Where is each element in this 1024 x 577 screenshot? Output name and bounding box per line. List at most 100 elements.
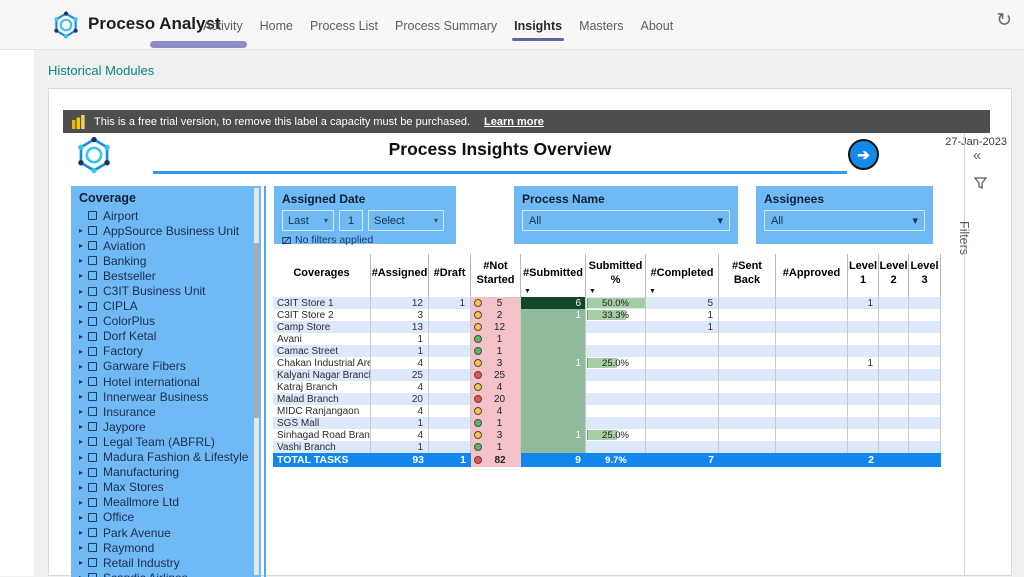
checkbox[interactable]	[88, 407, 97, 417]
table-row[interactable]: Katraj Branch 4 4	[273, 381, 941, 393]
expand-caret-icon[interactable]	[79, 498, 87, 507]
expand-caret-icon[interactable]	[79, 347, 87, 356]
coverage-item[interactable]: Dorf Ketal	[79, 329, 251, 344]
expand-caret-icon[interactable]	[79, 377, 87, 386]
checkbox[interactable]	[88, 331, 97, 341]
expand-caret-icon[interactable]	[79, 241, 87, 250]
checkbox[interactable]	[88, 211, 97, 221]
column-header[interactable]: Coverages	[273, 254, 371, 297]
scrollbar-thumb[interactable]	[254, 243, 259, 418]
expand-caret-icon[interactable]	[79, 302, 87, 311]
expand-caret-icon[interactable]	[79, 287, 87, 296]
expand-caret-icon[interactable]	[79, 317, 87, 326]
coverage-item[interactable]: Innerwear Business	[79, 389, 251, 404]
date-unit-dropdown[interactable]: Select ▾	[368, 210, 444, 231]
checkbox[interactable]	[88, 467, 97, 477]
column-header[interactable]: Level 1	[848, 254, 879, 297]
expand-caret-icon[interactable]	[79, 558, 87, 567]
checkbox[interactable]	[88, 528, 97, 538]
table-row[interactable]: Chakan Industrial Area 4 3 1 25.0%	[273, 357, 941, 369]
expand-caret-icon[interactable]	[79, 513, 87, 522]
table-row[interactable]: MIDC Ranjangaon 4 4	[273, 405, 941, 417]
checkbox[interactable]	[88, 437, 97, 447]
expand-caret-icon[interactable]	[79, 422, 87, 431]
checkbox[interactable]	[88, 482, 97, 492]
column-header[interactable]: Submitted % ▼	[586, 254, 646, 297]
checkbox[interactable]	[88, 241, 97, 251]
sort-indicator-icon[interactable]: ▼	[649, 287, 656, 295]
checkbox[interactable]	[88, 543, 97, 553]
table-row[interactable]: Sinhagad Road Branch 4 3 1 25.0%	[273, 429, 941, 441]
coverage-item[interactable]: Insurance	[79, 404, 251, 419]
expand-caret-icon[interactable]	[79, 437, 87, 446]
date-value-input[interactable]: 1	[339, 210, 363, 231]
coverage-item[interactable]: Hotel international	[79, 374, 251, 389]
table-row[interactable]: Malad Branch 20 20	[273, 393, 941, 405]
checkbox[interactable]	[88, 497, 97, 507]
funnel-icon[interactable]	[974, 177, 987, 189]
column-header[interactable]: #Approved	[776, 254, 848, 297]
filters-pane-label[interactable]: Filters	[957, 221, 971, 256]
column-header[interactable]: Level 3	[909, 254, 941, 297]
table-row[interactable]: Vashi Branch 1 1	[273, 441, 941, 453]
nav-tab[interactable]: Home	[259, 18, 293, 33]
nav-tab[interactable]: Process Summary	[395, 18, 498, 33]
expand-caret-icon[interactable]	[79, 453, 87, 462]
coverage-item[interactable]: Aviation	[79, 238, 251, 253]
coverage-item[interactable]: Madura Fashion & Lifestyle	[79, 450, 251, 465]
date-op-dropdown[interactable]: Last ▾	[282, 210, 334, 231]
next-page-arrow-button[interactable]: ➔	[848, 139, 879, 170]
historical-modules-link[interactable]: Historical Modules	[48, 63, 155, 78]
table-row[interactable]: C3IT Store 1 12 1 5 6 50.0% 5 1	[273, 297, 941, 309]
coverage-item[interactable]: ColorPlus	[79, 314, 251, 329]
coverage-item[interactable]: Jaypore	[79, 419, 251, 434]
expand-caret-icon[interactable]	[79, 543, 87, 552]
checkbox[interactable]	[88, 226, 97, 236]
checkbox[interactable]	[88, 573, 97, 577]
nav-tab[interactable]: About	[640, 18, 674, 33]
table-row[interactable]: Camac Street 1 1	[273, 345, 941, 357]
coverage-item[interactable]: Factory	[79, 344, 251, 359]
column-header[interactable]: #Not Started	[471, 254, 521, 297]
expand-caret-icon[interactable]	[79, 362, 87, 371]
column-header[interactable]: Level 2	[879, 254, 909, 297]
checkbox[interactable]	[88, 512, 97, 522]
column-header[interactable]: #Draft	[429, 254, 471, 297]
refresh-icon[interactable]: ↻	[996, 10, 1012, 31]
expand-caret-icon[interactable]	[79, 332, 87, 341]
process-name-dropdown[interactable]: All ▾	[522, 210, 730, 231]
checkbox[interactable]	[88, 271, 97, 281]
checkbox[interactable]	[88, 256, 97, 266]
table-row[interactable]: Kalyani Nagar Branch 25 25	[273, 369, 941, 381]
coverage-item[interactable]: Retail Industry	[79, 555, 251, 570]
coverage-item[interactable]: C3IT Business Unit	[79, 283, 251, 298]
coverage-scrollbar[interactable]	[254, 188, 259, 575]
expand-caret-icon[interactable]	[79, 468, 87, 477]
table-row[interactable]: Camp Store 13 12 1	[273, 321, 941, 333]
checkbox[interactable]	[88, 392, 97, 402]
sort-indicator-icon[interactable]: ▼	[589, 287, 596, 295]
nav-tab[interactable]: Process List	[309, 18, 379, 33]
checkbox[interactable]	[88, 422, 97, 432]
expand-caret-icon[interactable]	[79, 256, 87, 265]
expand-caret-icon[interactable]	[79, 407, 87, 416]
checkbox[interactable]	[88, 377, 97, 387]
coverage-item[interactable]: CIPLA	[79, 299, 251, 314]
coverage-item[interactable]: AppSource Business Unit	[79, 223, 251, 238]
coverage-item[interactable]: Banking	[79, 253, 251, 268]
coverage-item[interactable]: Garware Fibers	[79, 359, 251, 374]
expand-caret-icon[interactable]	[79, 573, 87, 577]
expand-caret-icon[interactable]	[79, 392, 87, 401]
checkbox[interactable]	[88, 558, 97, 568]
table-row[interactable]: SGS Mall 1 1	[273, 417, 941, 429]
coverage-item[interactable]: Legal Team (ABFRL)	[79, 434, 251, 449]
expand-caret-icon[interactable]	[79, 271, 87, 280]
table-row[interactable]: C3IT Store 2 3 2 1 33.3% 1	[273, 309, 941, 321]
checkbox[interactable]	[88, 361, 97, 371]
coverage-item[interactable]: Max Stores	[79, 480, 251, 495]
checkbox[interactable]	[88, 286, 97, 296]
coverage-item[interactable]: Raymond	[79, 540, 251, 555]
coverage-item[interactable]: Scandic Airlines	[79, 570, 251, 577]
expand-caret-icon[interactable]	[79, 528, 87, 537]
learn-more-link[interactable]: Learn more	[484, 115, 544, 128]
